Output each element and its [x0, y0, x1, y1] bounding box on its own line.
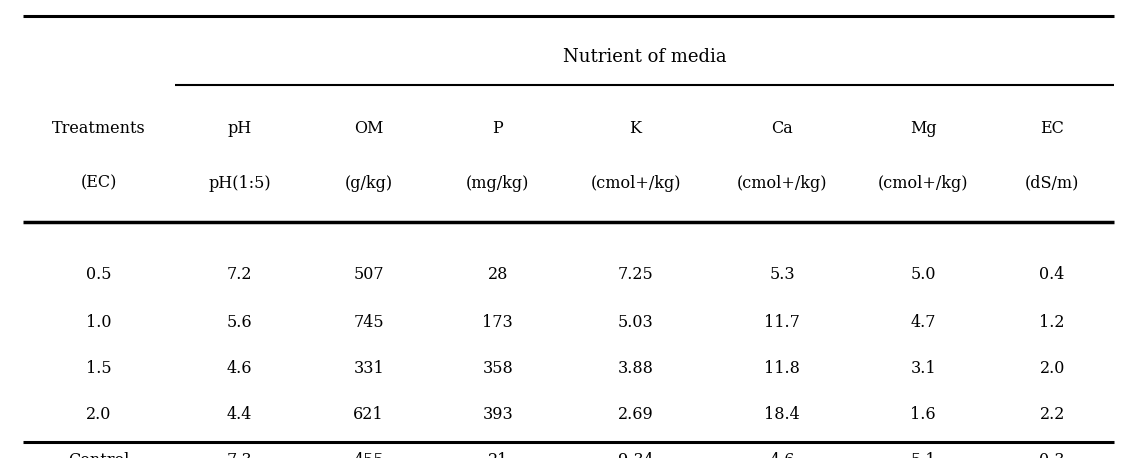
Text: 358: 358 — [483, 360, 513, 377]
Text: 1.6: 1.6 — [910, 406, 936, 423]
Text: K: K — [630, 120, 641, 137]
Text: 5.0: 5.0 — [910, 266, 936, 284]
Text: 11.8: 11.8 — [764, 360, 800, 377]
Text: 621: 621 — [353, 406, 384, 423]
Text: (cmol+/kg): (cmol+/kg) — [878, 174, 969, 192]
Text: 331: 331 — [353, 360, 384, 377]
Text: 0.5: 0.5 — [86, 266, 111, 284]
Text: 1.2: 1.2 — [1040, 314, 1065, 332]
Text: 1.5: 1.5 — [86, 360, 111, 377]
Text: (dS/m): (dS/m) — [1025, 174, 1079, 192]
Text: 5.6: 5.6 — [227, 314, 252, 332]
Text: 4.6: 4.6 — [227, 360, 252, 377]
Text: Treatments: Treatments — [52, 120, 145, 137]
Text: 3.1: 3.1 — [910, 360, 936, 377]
Text: (EC): (EC) — [81, 174, 117, 192]
Text: 11.7: 11.7 — [764, 314, 800, 332]
Text: 4.4: 4.4 — [227, 406, 252, 423]
Text: 2.0: 2.0 — [1040, 360, 1065, 377]
Text: 3.88: 3.88 — [618, 360, 654, 377]
Text: Mg: Mg — [910, 120, 936, 137]
Text: 507: 507 — [353, 266, 384, 284]
Text: 1.0: 1.0 — [86, 314, 111, 332]
Text: 7.3: 7.3 — [227, 452, 252, 458]
Text: pH(1:5): pH(1:5) — [208, 174, 271, 192]
Text: pH: pH — [227, 120, 252, 137]
Text: 18.4: 18.4 — [764, 406, 800, 423]
Text: P: P — [493, 120, 503, 137]
Text: 28: 28 — [487, 266, 507, 284]
Text: 7.25: 7.25 — [618, 266, 654, 284]
Text: 5.03: 5.03 — [618, 314, 654, 332]
Text: Control: Control — [69, 452, 129, 458]
Text: 4.7: 4.7 — [910, 314, 936, 332]
Text: (g/kg): (g/kg) — [344, 174, 393, 192]
Text: 393: 393 — [483, 406, 513, 423]
Text: 0.3: 0.3 — [1040, 452, 1065, 458]
Text: (cmol+/kg): (cmol+/kg) — [591, 174, 681, 192]
Text: 745: 745 — [353, 314, 384, 332]
Text: 7.2: 7.2 — [227, 266, 252, 284]
Text: (cmol+/kg): (cmol+/kg) — [737, 174, 828, 192]
Text: 21: 21 — [487, 452, 507, 458]
Text: Ca: Ca — [772, 120, 793, 137]
Text: 173: 173 — [483, 314, 513, 332]
Text: 455: 455 — [353, 452, 384, 458]
Text: (mg/kg): (mg/kg) — [466, 174, 530, 192]
Text: EC: EC — [1041, 120, 1064, 137]
Text: 2.69: 2.69 — [618, 406, 654, 423]
Text: 5.1: 5.1 — [910, 452, 936, 458]
Text: 4.6: 4.6 — [770, 452, 795, 458]
Text: 5.3: 5.3 — [770, 266, 795, 284]
Text: 2.2: 2.2 — [1040, 406, 1065, 423]
Text: 2.0: 2.0 — [87, 406, 111, 423]
Text: 9.34: 9.34 — [618, 452, 654, 458]
Text: Nutrient of media: Nutrient of media — [562, 48, 727, 66]
Text: 0.4: 0.4 — [1040, 266, 1065, 284]
Text: OM: OM — [354, 120, 384, 137]
